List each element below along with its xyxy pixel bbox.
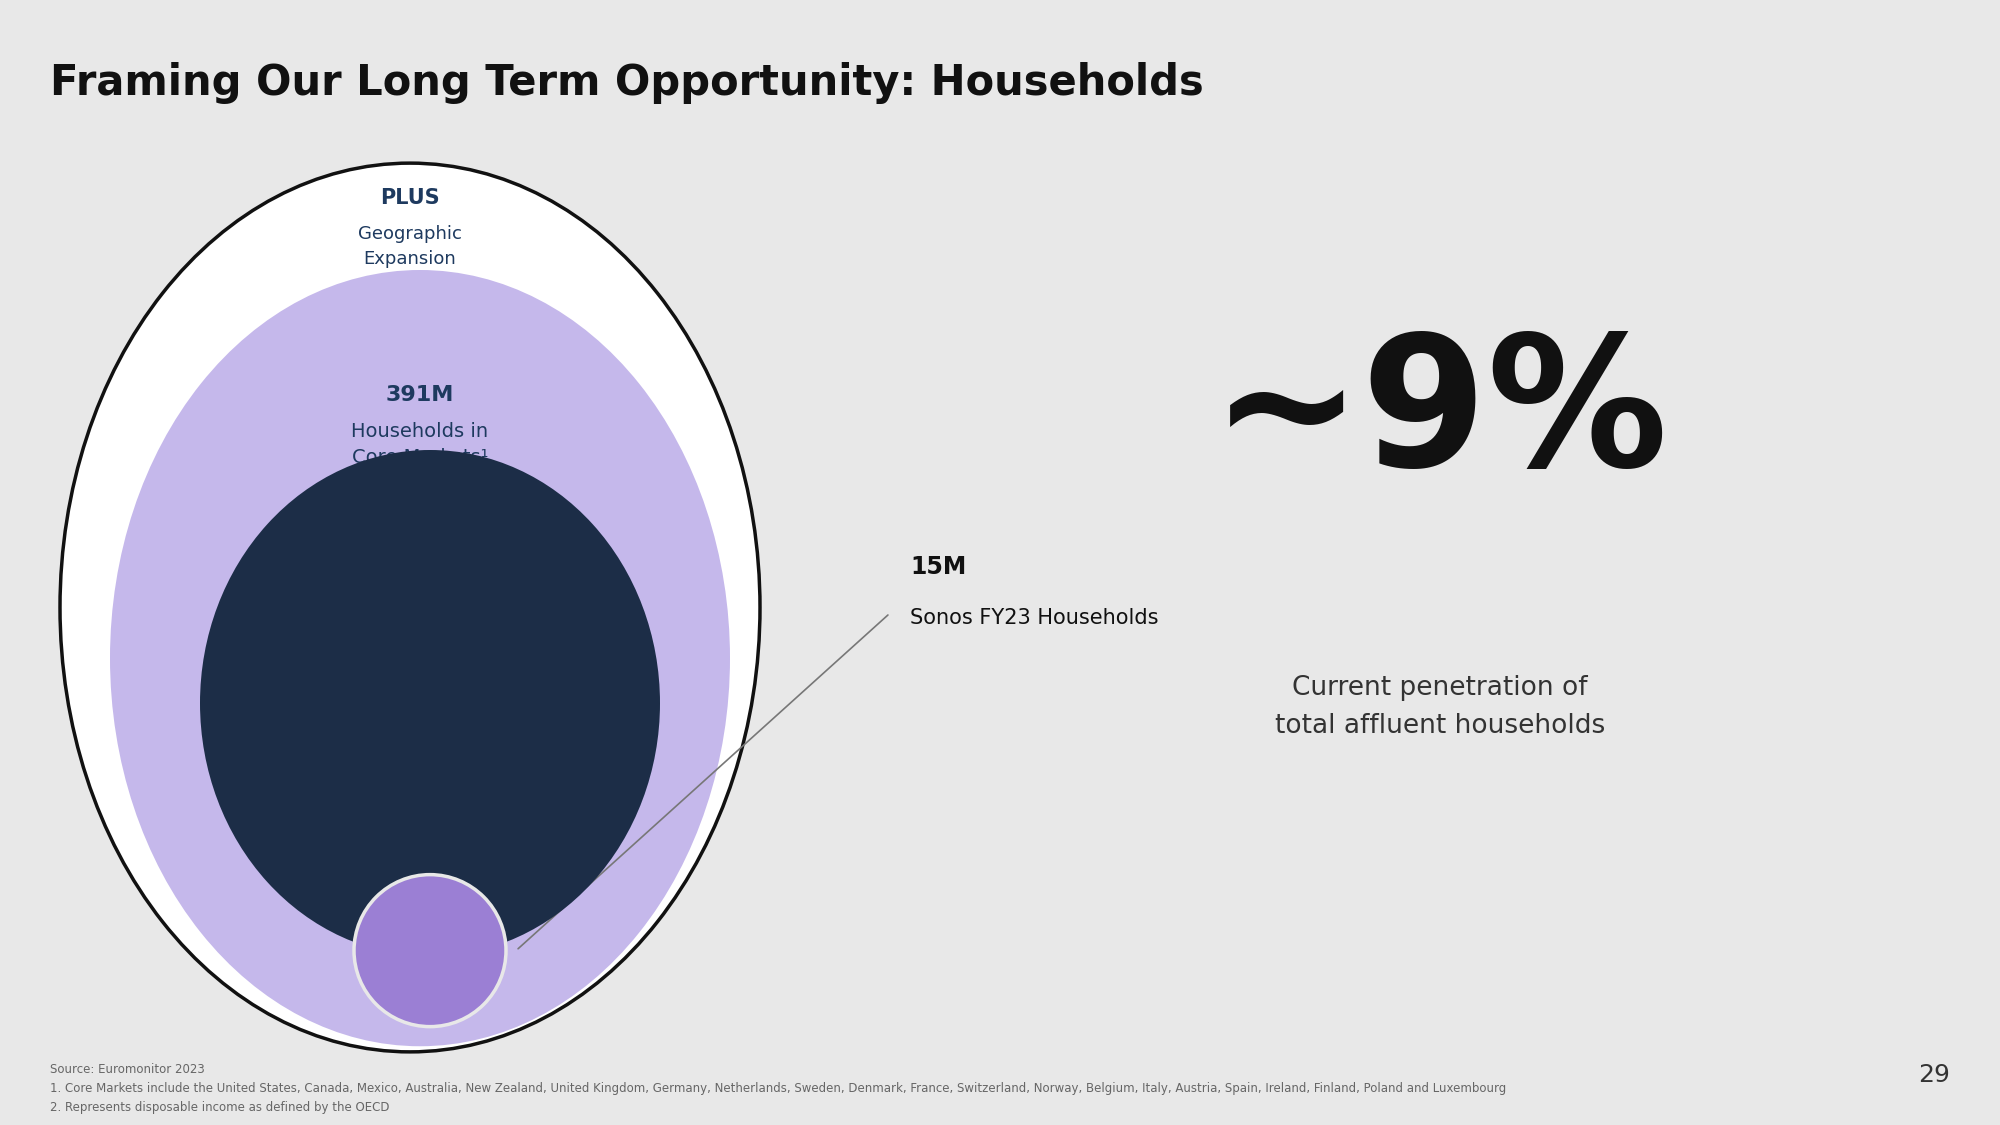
Text: Sonos FY23 Households: Sonos FY23 Households: [910, 608, 1158, 628]
Text: 15M: 15M: [910, 556, 966, 579]
Text: Source: Euromonitor 2023
1. Core Markets include the United States, Canada, Mexi: Source: Euromonitor 2023 1. Core Markets…: [50, 1063, 1506, 1114]
Text: Framing Our Long Term Opportunity: Households: Framing Our Long Term Opportunity: House…: [50, 62, 1204, 104]
Text: Current penetration of
total affluent households: Current penetration of total affluent ho…: [1274, 675, 1606, 739]
Ellipse shape: [110, 270, 730, 1046]
Text: PLUS: PLUS: [380, 188, 440, 208]
Text: 391M: 391M: [386, 385, 454, 405]
Text: Affluent ($75k+²)
Households: Affluent ($75k+²) Households: [344, 540, 516, 585]
Ellipse shape: [200, 450, 660, 956]
Text: Geographic
Expansion: Geographic Expansion: [358, 225, 462, 268]
Text: ~9%: ~9%: [1212, 328, 1668, 504]
Ellipse shape: [354, 874, 506, 1027]
Text: Households in
Core Markets¹: Households in Core Markets¹: [352, 422, 488, 467]
Text: 172M: 172M: [396, 503, 464, 523]
Text: 29: 29: [1918, 1063, 1950, 1087]
Ellipse shape: [60, 163, 760, 1052]
